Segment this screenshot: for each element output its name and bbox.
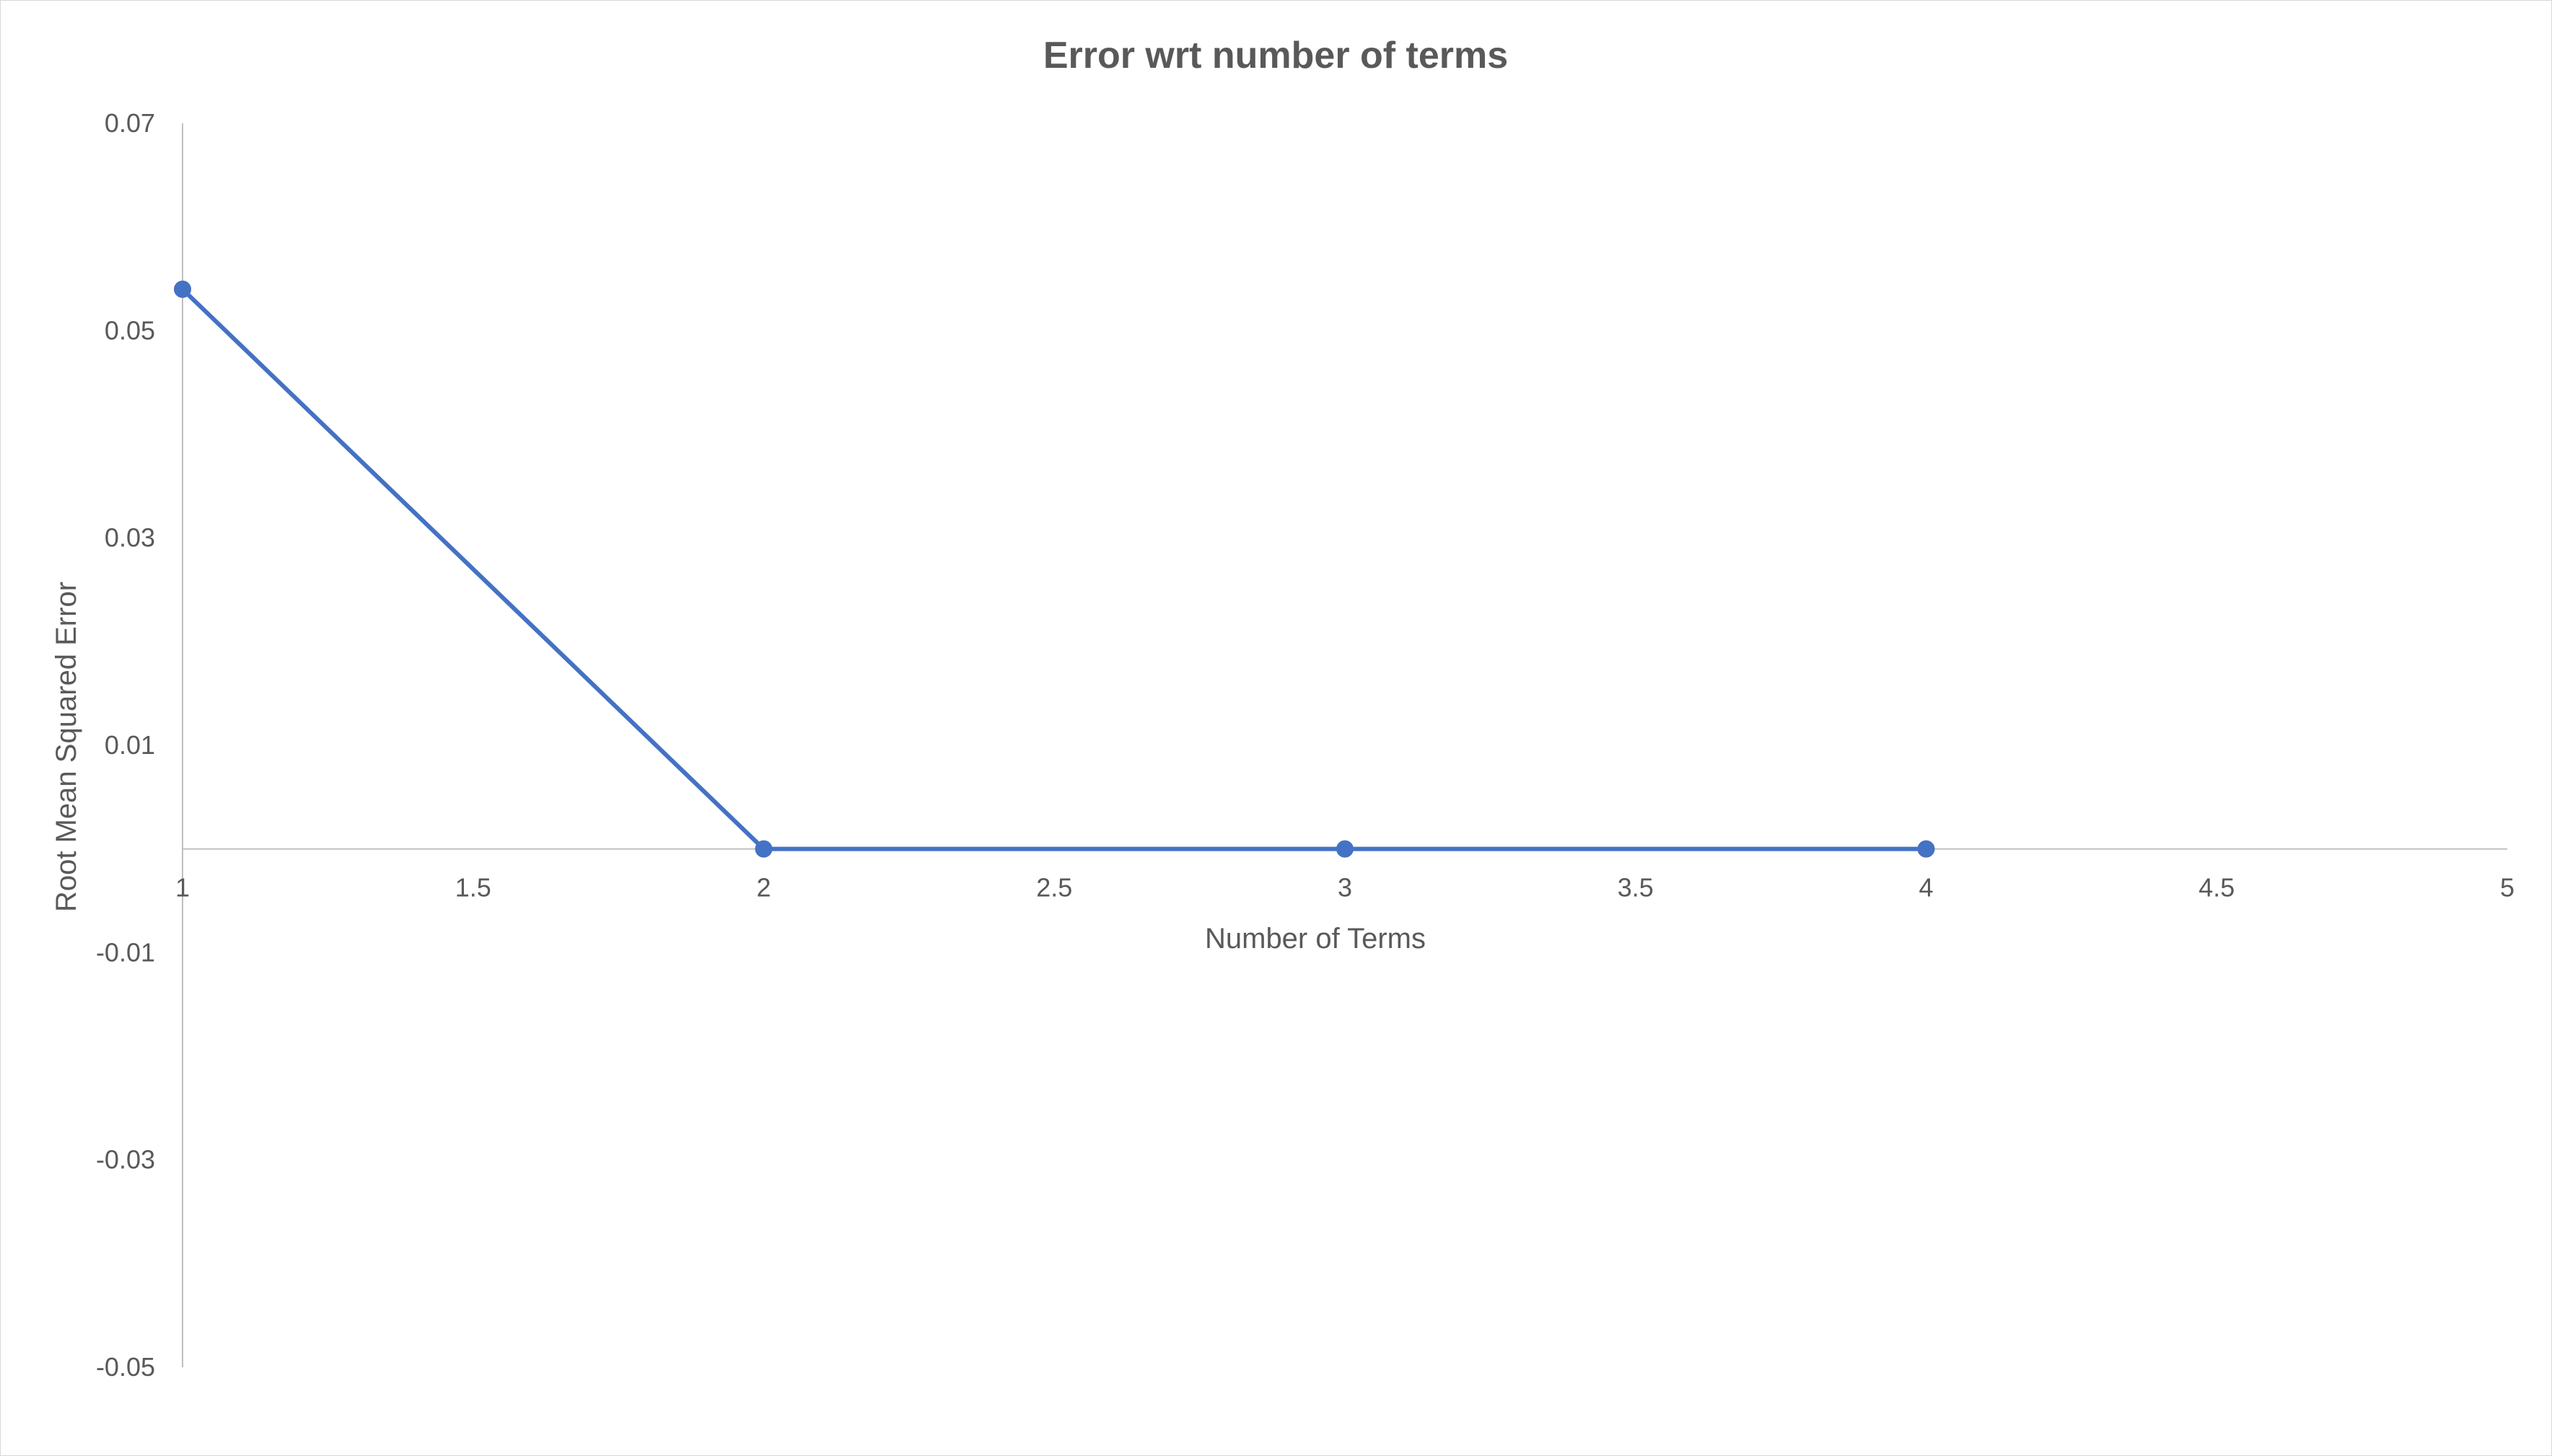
data-point bbox=[1336, 840, 1354, 858]
data-point bbox=[1917, 840, 1935, 858]
y-axis-title: Root Mean Squared Error bbox=[51, 582, 82, 912]
y-tick-label: -0.01 bbox=[96, 937, 155, 967]
x-tick-label: 5 bbox=[2500, 873, 2514, 903]
y-tick-label: 0.07 bbox=[105, 108, 155, 138]
x-tick-label: 1.5 bbox=[455, 873, 491, 903]
x-tick-label: 4.5 bbox=[2198, 873, 2235, 903]
y-tick-label: 0.01 bbox=[105, 730, 155, 760]
series-group bbox=[174, 280, 1935, 858]
y-tick-labels: 0.07 0.05 0.03 0.01 -0.01 -0.03 -0.05 bbox=[96, 108, 155, 1382]
x-tick-label: 1 bbox=[175, 873, 190, 903]
y-tick-label: -0.05 bbox=[96, 1352, 155, 1382]
y-tick-label: 0.03 bbox=[105, 523, 155, 553]
x-axis-title: Number of Terms bbox=[1205, 923, 1426, 955]
data-point bbox=[755, 840, 773, 858]
x-tick-label: 3.5 bbox=[1618, 873, 1654, 903]
x-tick-label: 2.5 bbox=[1036, 873, 1072, 903]
chart-title: Error wrt number of terms bbox=[1043, 35, 1508, 76]
x-tick-label: 2 bbox=[756, 873, 771, 903]
x-tick-label: 3 bbox=[1338, 873, 1352, 903]
y-tick-label: -0.03 bbox=[96, 1145, 155, 1175]
x-tick-label: 4 bbox=[1919, 873, 1933, 903]
y-tick-label: 0.05 bbox=[105, 315, 155, 345]
data-point bbox=[174, 280, 191, 298]
series-line bbox=[180, 286, 1929, 851]
x-tick-labels: 1 1.5 2 2.5 3 3.5 4 4.5 5 bbox=[175, 873, 2514, 903]
